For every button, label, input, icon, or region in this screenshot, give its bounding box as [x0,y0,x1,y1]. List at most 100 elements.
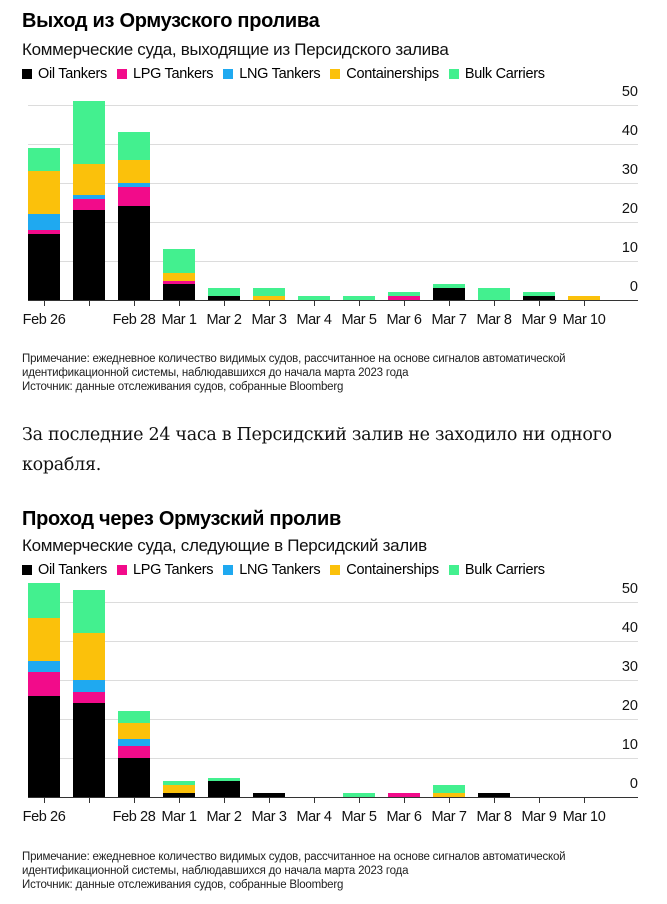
legend-label: LPG Tankers [132,562,214,578]
bar-mar-7 [433,284,465,300]
bar-mar-3 [253,793,285,797]
bar-segment-bulk [253,288,285,297]
bar-segment-oil [28,695,60,797]
x-tick [359,301,360,306]
x-axis-label: Feb 28 [112,312,156,328]
bar-segment-bulk [298,296,330,300]
x-axis-label: Mar 9 [521,809,557,825]
note-line: Примечание: ежедневное количество видимы… [22,851,566,863]
legend-swatch-icon [330,565,341,575]
x-axis-label: Mar 2 [206,312,242,328]
bar-segment-bulk [73,101,105,164]
x-tick [584,301,585,306]
x-axis-label: Mar 4 [296,809,332,825]
legend-swatch-icon [116,69,127,79]
legend-item-cont: Containerships [330,66,439,82]
x-axis-label: Mar 7 [431,312,467,328]
gridline [28,602,638,603]
x-tick [179,301,180,306]
x-axis-label: Mar 10 [562,809,606,825]
chart-title: Проход через Ормузский пролив [22,508,341,530]
legend-label: LNG Tankers [239,562,321,578]
bar-segment-bulk [388,292,420,297]
x-axis-label: Mar 4 [296,312,332,328]
x-axis-label: Mar 10 [562,312,606,328]
legend-label: Oil Tankers [38,562,107,578]
y-axis-label: 10 [621,737,638,753]
x-axis-label: Mar 3 [251,809,287,825]
x-tick [134,798,135,803]
gridline [28,641,638,642]
x-axis-label: Mar 6 [386,809,422,825]
legend-item-lng: LNG Tankers [223,562,321,578]
bar-segment-bulk [478,288,510,300]
bar-segment-cont [28,171,60,215]
bar-segment-lng [73,194,105,199]
bar-segment-bulk [28,147,60,172]
x-axis-label: Mar 6 [386,312,422,328]
bar-segment-oil [118,206,150,300]
gridline [28,261,638,262]
bar-segment-oil [73,703,105,797]
bar-mar-2 [208,777,240,797]
legend-swatch-icon [22,69,32,79]
y-axis-label: 0 [629,279,638,295]
legend-label: LPG Tankers [132,66,214,82]
legend-item-lpg: LPG Tankers [116,562,214,578]
bar-segment-cont [73,163,105,195]
bar-segment-oil [73,210,105,300]
y-axis-label: 40 [621,620,638,636]
bar-segment-cont [163,272,195,281]
bar-segment-lpg [118,746,150,758]
y-axis-label: 30 [621,162,638,178]
plot-area: 0 10 20 30 40 50 Feb 26 Feb 28 Mar 1 Mar 2 Mar 3 Ma… [0,0,667,330]
bar-feb-26 [28,582,60,797]
bar-mar-6 [388,793,420,797]
legend-item-oil: Oil Tankers [22,66,107,82]
bar-mar-9 [523,292,555,300]
x-tick [314,798,315,803]
bar-segment-lng [73,680,105,692]
bar-segment-lpg [73,691,105,704]
bar-segment-oil [208,781,240,797]
x-tick [224,798,225,803]
legend-label: Bulk Carriers [464,66,545,82]
chart-subtitle: Коммерческие суда, следующие в Персидски… [22,536,427,555]
x-axis-baseline [28,797,638,798]
bar-segment-lng [28,660,60,673]
note-line: идентификационной системы, наблюдавшихся… [22,367,409,379]
bar-segment-lpg [28,229,60,234]
bar-segment-oil [478,793,510,797]
bar-segment-bulk [433,785,465,794]
y-axis-label: 0 [629,776,638,792]
legend-swatch-icon [448,69,459,79]
x-tick [179,798,180,803]
x-axis-label: Feb 28 [112,809,156,825]
bar-segment-lng [118,738,150,747]
bar-segment-lng [118,183,150,187]
bar-mar-7 [433,785,465,797]
legend-label: LNG Tankers [239,66,321,82]
x-tick [539,798,540,803]
y-axis-label: 10 [621,240,638,256]
bar-segment-lpg [388,296,420,300]
y-axis-label: 40 [621,123,638,139]
x-axis-label: Mar 1 [161,312,197,328]
legend-label: Containerships [346,66,439,82]
bar-segment-bulk [343,793,375,797]
x-tick [449,798,450,803]
gridline [28,105,638,106]
x-tick [314,301,315,306]
bar-mar-4 [298,296,330,300]
bar-segment-oil [208,296,240,300]
bar-segment-cont [28,617,60,661]
y-axis-label: 20 [621,201,638,217]
x-tick [89,798,90,803]
bar-mar-3 [253,288,285,300]
bar-segment-oil [523,296,555,300]
x-tick [359,798,360,803]
bar-segment-lpg [388,793,420,797]
legend-swatch-icon [22,565,32,575]
x-axis-label: Mar 7 [431,809,467,825]
bar-segment-oil [163,284,195,300]
